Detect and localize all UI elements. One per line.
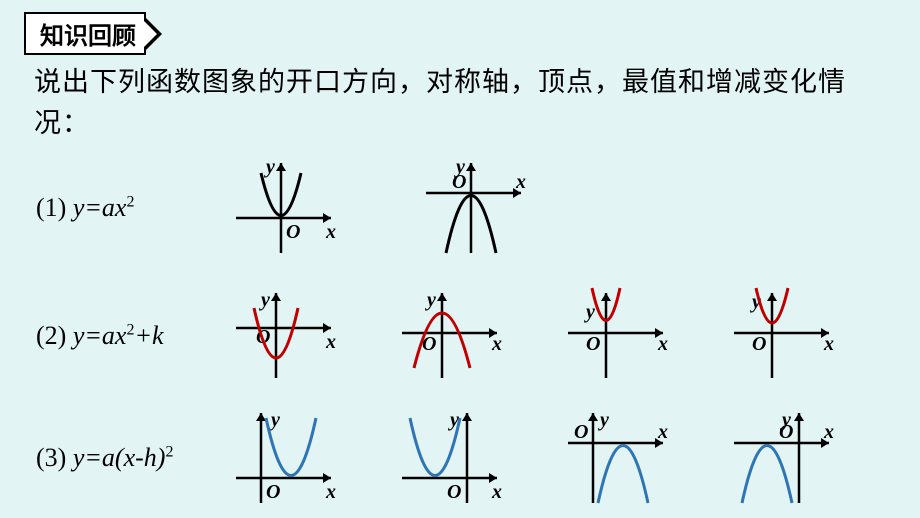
header-label: 知识回顾 [40,16,136,51]
graph-r2-1: x y O [226,288,346,383]
graph-r2-4: x y O [724,288,844,383]
prompt-text: 说出下列函数图象的开口方向，对称轴，顶点，最值和增减变化情况： [34,62,890,143]
svg-text:x: x [657,333,668,355]
svg-text:y: y [264,156,275,178]
svg-text:y: y [259,289,270,311]
row2-label: (2) y=ax2+k [36,321,196,351]
svg-text:O: O [586,333,600,355]
svg-text:y: y [269,409,280,431]
svg-text:O: O [752,333,766,355]
row3-label: (3) y=a(x-h)2 [36,443,196,473]
svg-text:O: O [286,221,300,243]
svg-text:x: x [515,171,526,193]
graph-r1-1: x y O [226,158,346,258]
graph-r1-2: x y O [416,158,536,258]
graph-r3-4: x y O [724,408,844,508]
svg-text:O: O [447,481,461,503]
svg-text:O: O [266,481,280,503]
svg-text:x: x [491,481,502,503]
graph-r3-3: x y O [558,408,678,508]
svg-text:O: O [574,421,588,443]
graph-r3-2: x y O [392,408,512,508]
row1-graphs: x y O x y O [226,158,536,258]
row-3: (3) y=a(x-h)2 x y O x y O x y O [36,408,844,508]
svg-text:x: x [325,481,336,503]
svg-text:x: x [325,221,336,243]
svg-text:O: O [452,171,466,193]
graph-r2-3: x y O [558,288,678,383]
graph-r2-2: x y O [392,288,512,383]
row2-graphs: x y O x y O x y O x y O [226,288,844,383]
row-2: (2) y=ax2+k x y O x y O x y O [36,288,844,383]
row3-graphs: x y O x y O x y O x y O [226,408,844,508]
svg-text:y: y [598,409,609,431]
header-tag: 知识回顾 [24,12,146,55]
svg-text:O: O [779,421,793,443]
svg-text:y: y [425,289,436,311]
row-1: (1) y=ax2 x y O x y O [36,158,536,258]
svg-text:x: x [657,421,668,443]
svg-text:x: x [325,331,336,353]
svg-text:y: y [584,301,595,323]
svg-text:x: x [823,421,834,443]
svg-text:x: x [823,333,834,355]
row1-label: (1) y=ax2 [36,193,196,223]
graph-r3-1: x y O [226,408,346,508]
svg-text:x: x [491,333,502,355]
